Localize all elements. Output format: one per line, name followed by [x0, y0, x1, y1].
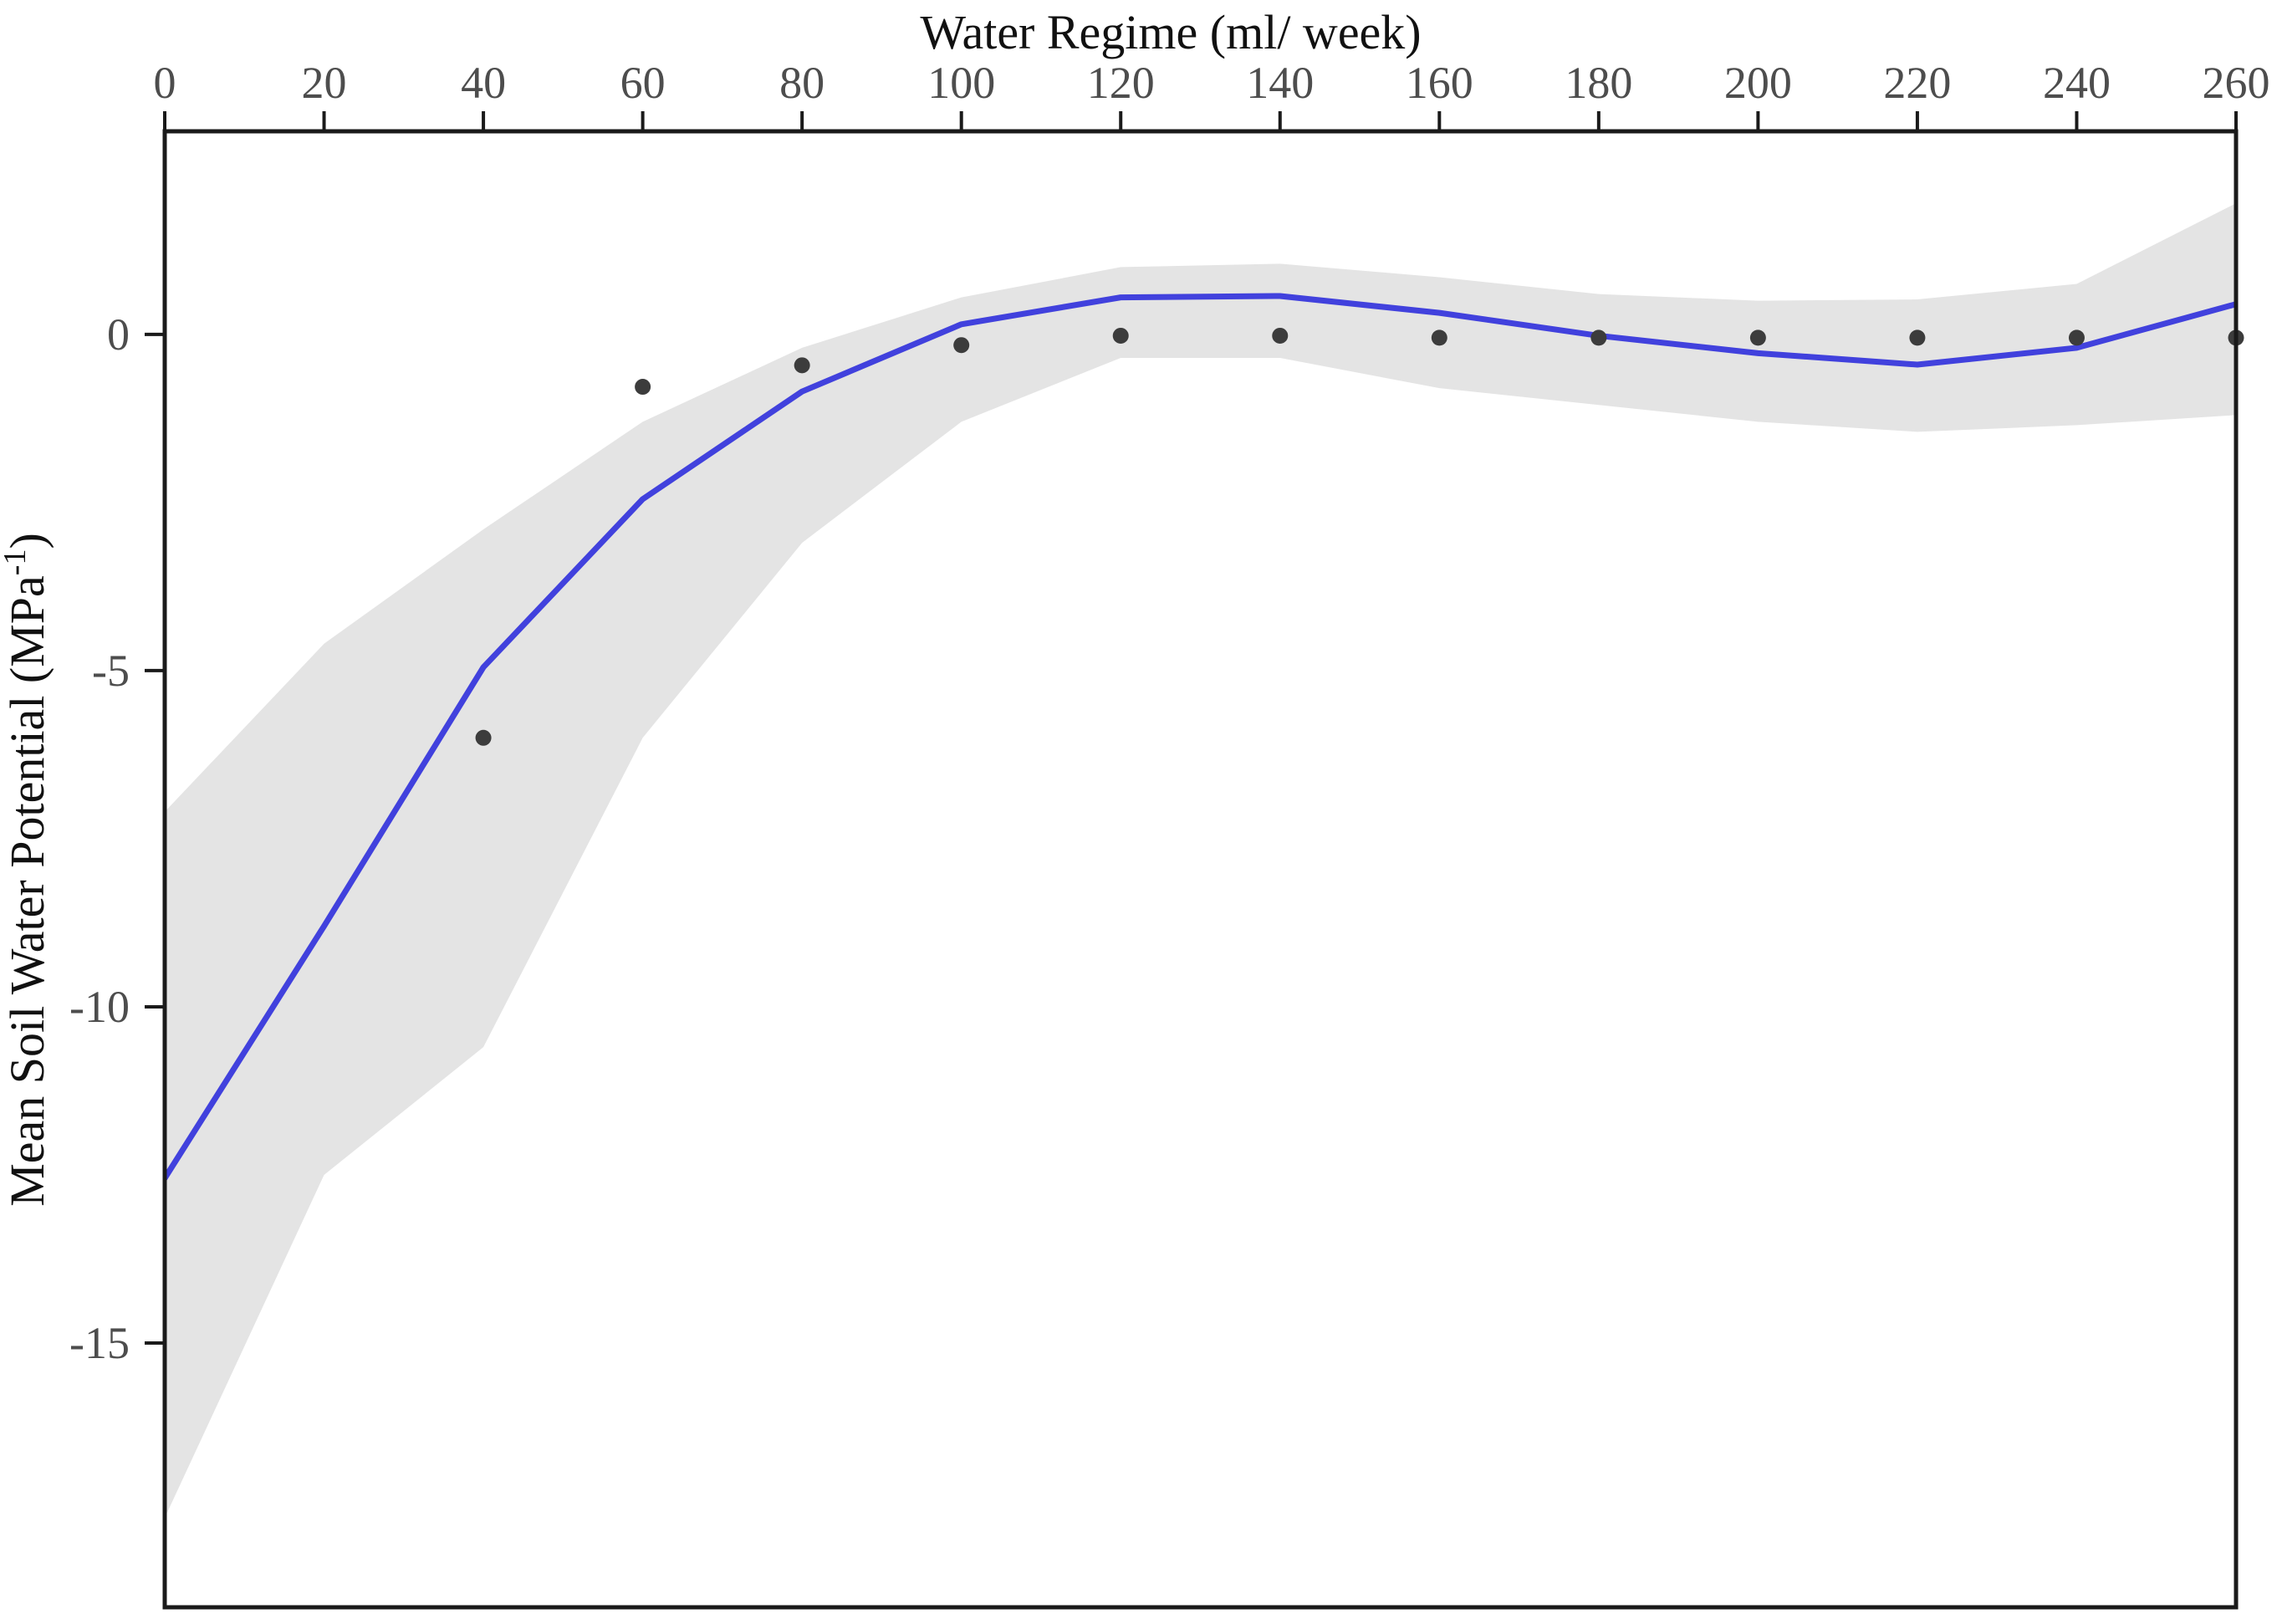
data-point: [1749, 329, 1766, 346]
x-tick-label: 20: [302, 58, 347, 108]
x-tick-label: 40: [461, 58, 506, 108]
axes-layer: 0 20 40 60 80 100 120 140 160 180 200 220 240 260 0 -5 -…: [69, 58, 2270, 1610]
data-point: [794, 357, 810, 374]
x-tick-label: 160: [1406, 58, 1473, 108]
data-point: [953, 337, 970, 354]
data-point: [1431, 329, 1447, 346]
confidence-band-area: [165, 203, 2236, 1519]
y-tick-label: -5: [92, 646, 130, 696]
data-point: [1272, 327, 1289, 344]
x-tick-label: 120: [1087, 58, 1155, 108]
data-point: [2068, 329, 2085, 346]
x-tick-label: 240: [2043, 58, 2111, 108]
data-points-layer: [475, 327, 2244, 746]
fitted-line-layer: [165, 293, 2236, 1182]
data-point: [1590, 329, 1607, 346]
plot-border: [162, 129, 2239, 1610]
fitted-line-path: [165, 293, 2236, 1182]
data-point: [635, 379, 651, 396]
y-tick-label: 0: [107, 309, 130, 360]
x-tick-label: 260: [2203, 58, 2270, 108]
x-tick-label: 220: [1883, 58, 1951, 108]
x-axis-title: Water Regime (ml/ week): [920, 5, 1421, 59]
x-tick-label: 100: [927, 58, 995, 108]
x-tick-label: 140: [1246, 58, 1314, 108]
data-point: [1112, 327, 1129, 344]
x-tick-label: 0: [154, 58, 176, 108]
x-tick-label: 180: [1565, 58, 1632, 108]
y-tick-label: -15: [69, 1318, 130, 1368]
data-point: [475, 729, 492, 746]
y-tick-label: -10: [69, 982, 130, 1032]
x-tick-label: 80: [779, 58, 825, 108]
data-point: [1909, 329, 1926, 346]
confidence-band-layer: [165, 203, 2236, 1519]
x-tick-label: 60: [620, 58, 666, 108]
y-axis-title: Mean Soil Water Potential (MPa-1): [0, 533, 54, 1207]
x-tick-label: 200: [1724, 58, 1792, 108]
